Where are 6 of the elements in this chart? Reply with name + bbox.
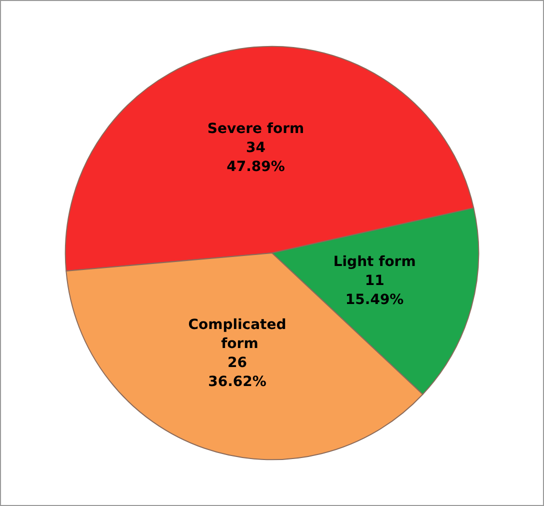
- data-label: 11 15.49%: [345, 273, 404, 308]
- data-label: 26 36.62%: [208, 354, 266, 390]
- data-label: 34 47.89%: [226, 140, 285, 175]
- slice-label: Complicated form: [188, 316, 286, 352]
- slice-label: Severe form: [207, 120, 304, 137]
- slice-label: Light form: [333, 254, 416, 270]
